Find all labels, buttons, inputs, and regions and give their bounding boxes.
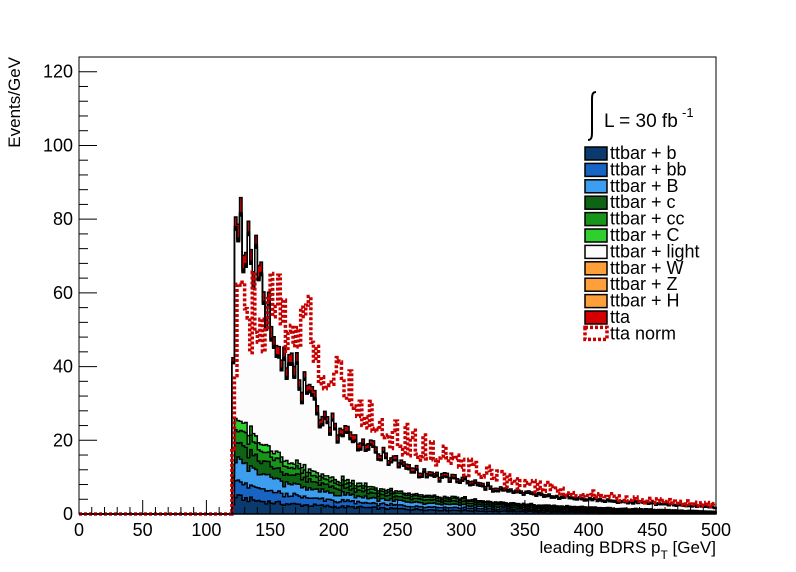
y-tick-label: 60	[53, 283, 73, 303]
integral-sign-icon	[587, 91, 597, 141]
legend-swatch-ttbar-c	[584, 195, 608, 210]
legend-label-ttbar-b: ttbar + B	[610, 176, 679, 196]
luminosity-label: L = 30 fb -1	[587, 91, 694, 141]
legend-label-ttbar-w: ttbar + W	[610, 258, 684, 278]
x-tick-label: 450	[637, 520, 667, 540]
legend-swatch-ttbar-b	[584, 146, 608, 161]
legend-label-ttbar-bb: ttbar + bb	[610, 159, 687, 179]
x-axis: 0 50 100 150 200 250 300 350 400 450 500	[74, 500, 731, 540]
y-tick-label: 0	[63, 504, 73, 524]
x-tick-label: 0	[74, 520, 84, 540]
y-tick-label: 120	[43, 62, 73, 82]
legend-swatch-ttbar-bb	[584, 162, 608, 178]
x-tick-label: 250	[382, 520, 412, 540]
legend-swatch-ttbar-z	[584, 277, 608, 292]
legend-swatch-ttbar-c	[584, 228, 608, 243]
x-tick-label: 350	[510, 520, 540, 540]
y-axis-title: Events/GeV	[5, 56, 24, 147]
legend-label-ttbar-cc: ttbar + cc	[610, 209, 685, 229]
x-tick-label: 300	[446, 520, 476, 540]
y-tick-label: 20	[53, 430, 73, 450]
x-tick-label: 400	[574, 520, 604, 540]
x-tick-label: 150	[255, 520, 285, 540]
legend-label-ttbar-h: ttbar + H	[610, 291, 680, 311]
legend-swatch-ttbar-h	[584, 293, 608, 309]
y-tick-label: 100	[43, 135, 73, 155]
legend-swatch-tta-norm	[583, 325, 609, 342]
y-tick-label: 40	[53, 357, 73, 377]
legend-label-ttbar-c: ttbar + c	[610, 192, 676, 212]
legend-swatch-ttbar-w	[584, 261, 608, 276]
luminosity-value: L = 30 fb	[604, 111, 678, 132]
x-tick-label: 500	[701, 520, 731, 540]
x-axis-title: leading BDRS pT [GeV]	[540, 538, 717, 562]
y-axis: 0 20 40 60 80 100 120	[43, 56, 97, 524]
legend-swatch-ttbar-light	[584, 244, 608, 260]
legend-label-tta-norm: tta norm	[610, 323, 676, 343]
tta-norm-histogram	[79, 270, 716, 516]
legend-swatch-tta	[584, 310, 608, 325]
legend-swatch-ttbar-b	[584, 179, 608, 194]
x-tick-label: 100	[191, 520, 221, 540]
x-tick-label: 50	[133, 520, 153, 540]
legend-label-ttbar-c: ttbar + C	[610, 225, 680, 245]
histogram-tta-norm	[79, 270, 716, 516]
legend-swatch-ttbar-cc	[584, 211, 608, 227]
x-tick-label: 200	[319, 520, 349, 540]
legend-label-ttbar-light: ttbar + light	[610, 241, 700, 261]
luminosity-exponent: -1	[682, 105, 694, 120]
legend-label-ttbar-z: ttbar + Z	[610, 274, 678, 294]
legend-label-ttbar-b: ttbar + b	[610, 143, 677, 163]
legend-label-tta: tta	[610, 307, 631, 327]
y-tick-label: 80	[53, 209, 73, 229]
